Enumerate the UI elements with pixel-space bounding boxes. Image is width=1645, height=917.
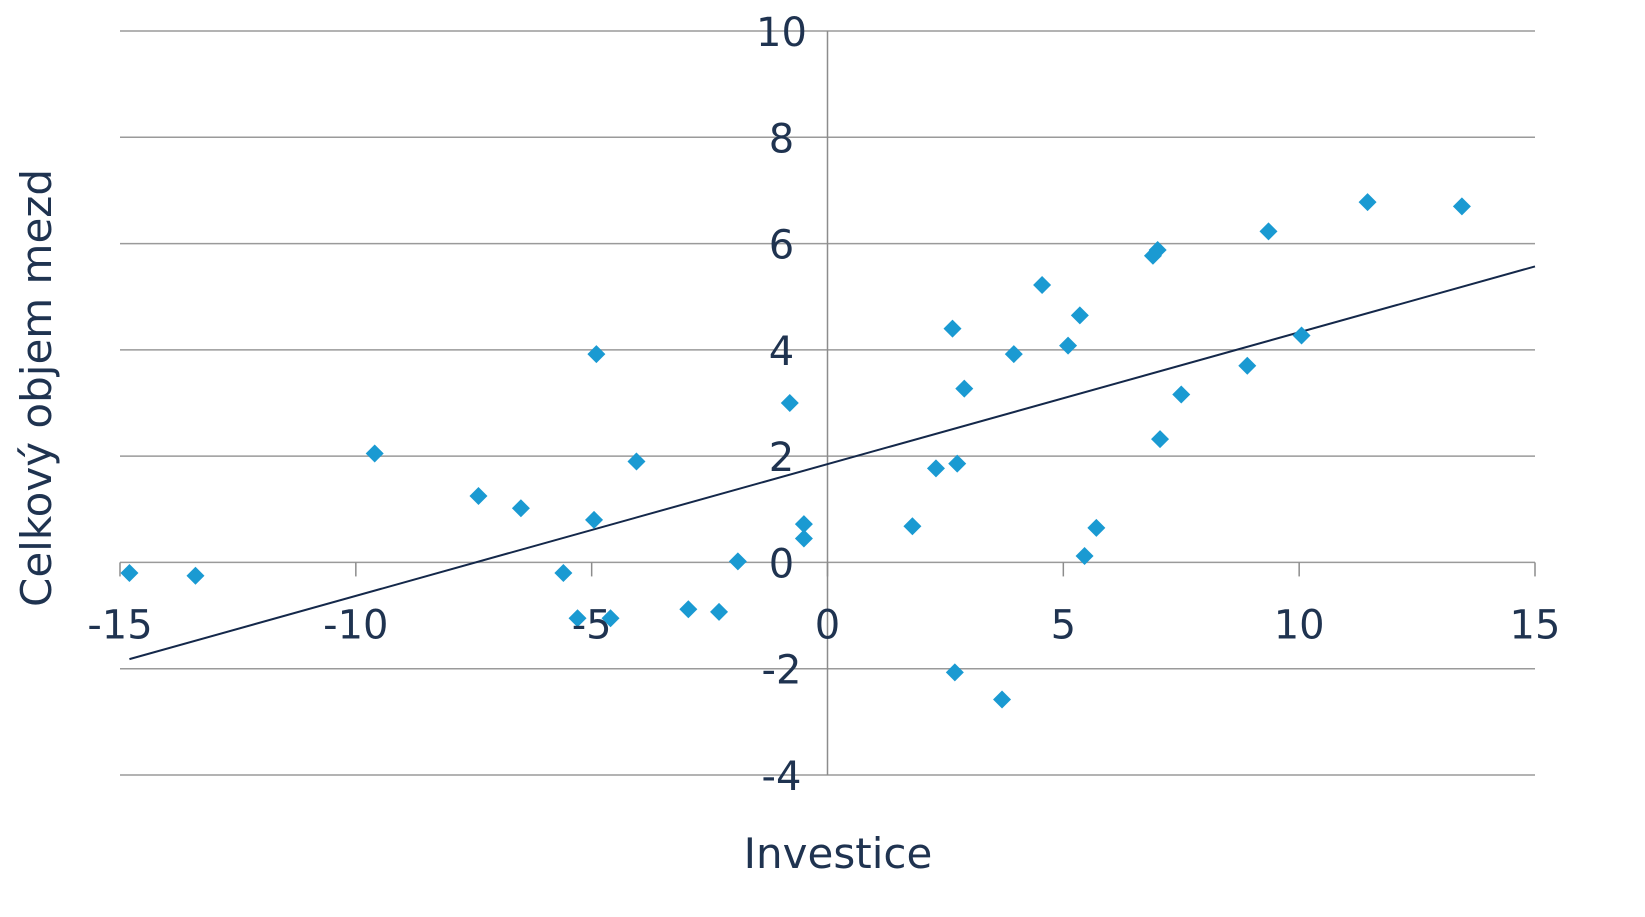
data-point <box>120 564 139 583</box>
data-point <box>794 515 813 534</box>
y-tick-label: 10 <box>756 10 807 56</box>
data-point <box>1070 306 1089 325</box>
data-point <box>1452 197 1471 216</box>
x-tick-label: -5 <box>572 602 612 648</box>
data-point <box>1033 276 1052 295</box>
data-point <box>1151 430 1170 449</box>
data-point <box>186 566 205 585</box>
x-tick-label: 5 <box>1051 602 1076 648</box>
data-point <box>926 459 945 478</box>
data-point <box>1075 547 1094 566</box>
x-axis-title: Investice <box>744 829 933 878</box>
axes <box>119 31 1536 775</box>
x-tick-label: 0 <box>815 602 840 648</box>
data-point <box>1172 385 1191 404</box>
data-point <box>955 379 974 398</box>
data-point <box>568 609 587 628</box>
y-tick-label: 2 <box>769 435 794 481</box>
data-point <box>945 663 964 682</box>
data-point <box>943 319 962 338</box>
x-tick-label: -15 <box>87 602 152 648</box>
data-point <box>1087 518 1106 537</box>
data-point <box>587 345 606 364</box>
data-point <box>1358 193 1377 212</box>
y-tick-label: 0 <box>769 541 794 587</box>
tick-labels: -4 -2 0 2 4 6 8 10 -15 -10 -5 0 5 10 15 <box>87 10 1560 800</box>
data-point <box>794 529 813 548</box>
y-tick-label: 8 <box>769 116 794 162</box>
y-tick-label: -2 <box>762 648 802 694</box>
data-point <box>679 600 698 619</box>
y-tick-label: 4 <box>769 329 794 375</box>
data-point <box>728 552 747 571</box>
data-point <box>1148 240 1167 259</box>
data-point <box>585 510 604 529</box>
data-point <box>511 499 530 518</box>
data-point <box>1292 326 1311 345</box>
data-point <box>948 454 967 473</box>
y-tick-label: -4 <box>762 754 802 800</box>
y-axis-title: Celkový objem mezd <box>12 169 61 607</box>
data-point <box>903 517 922 536</box>
data-point <box>469 487 488 505</box>
data-point <box>1238 356 1257 375</box>
trendline-group <box>129 265 1536 661</box>
x-tick-label: -10 <box>323 602 388 648</box>
data-point <box>1059 336 1078 355</box>
trendline <box>129 265 1536 661</box>
x-tick-label: 15 <box>1510 602 1561 648</box>
data-point <box>710 602 729 621</box>
y-tick-label: 6 <box>769 223 794 269</box>
x-tick-label: 10 <box>1274 602 1325 648</box>
data-points <box>120 193 1471 709</box>
data-point <box>780 394 799 412</box>
data-point <box>993 690 1012 709</box>
data-point <box>627 452 646 471</box>
data-point <box>1004 345 1023 364</box>
data-point <box>601 609 620 628</box>
data-point <box>1259 222 1278 241</box>
data-point <box>365 444 384 463</box>
data-point <box>554 564 573 583</box>
